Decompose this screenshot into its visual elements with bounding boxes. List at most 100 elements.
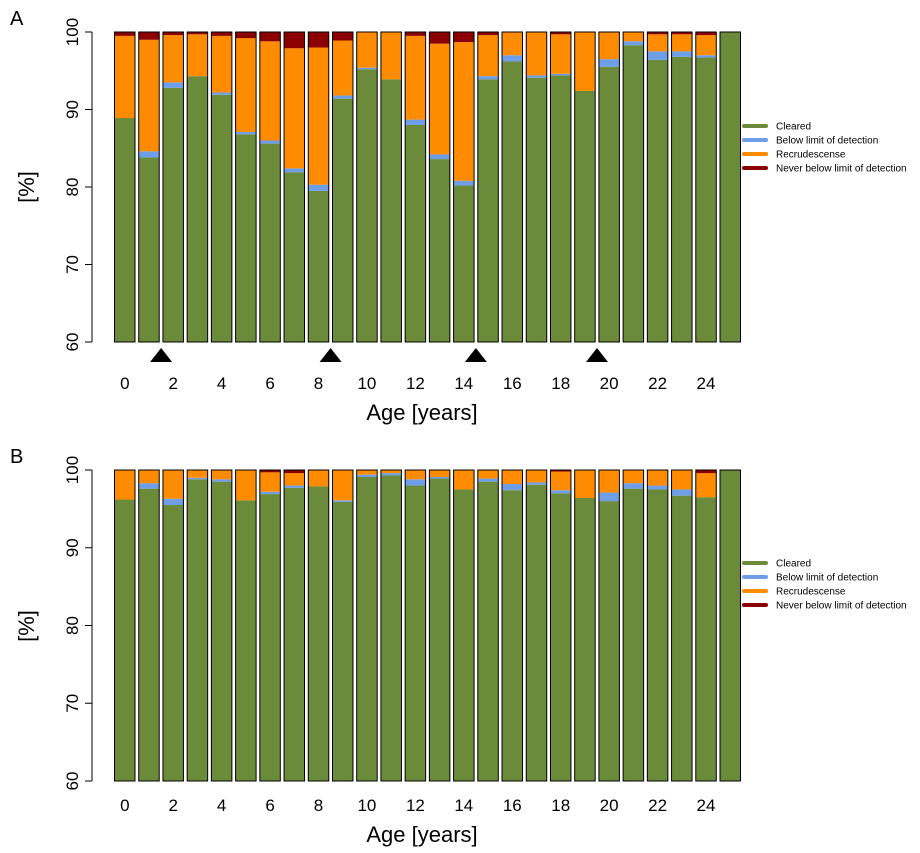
bar-segment (380, 79, 402, 343)
x-tick-label: 14 (454, 796, 473, 815)
bar-segment (720, 470, 741, 781)
bar-segment (550, 75, 571, 343)
bar-segment (308, 47, 329, 185)
bar-segment (550, 34, 571, 74)
bar-segment (114, 32, 135, 36)
bar-segment (187, 34, 208, 77)
bar-segment (671, 495, 693, 781)
bar-outline (477, 31, 499, 343)
bar-outline (719, 469, 741, 782)
bar-segment (356, 67, 378, 70)
legend-label: Cleared (776, 122, 811, 133)
x-tick-label: 0 (120, 374, 129, 393)
bar-outline (719, 31, 741, 343)
bar-segment (138, 32, 160, 40)
bar-outline (283, 469, 306, 782)
bar-segment (598, 66, 620, 343)
bar-outline (404, 31, 427, 343)
bar-segment (235, 500, 257, 781)
bar-segment (308, 184, 329, 191)
legend-label: Below limit of detection (776, 573, 878, 584)
legend-label: Below limit of detection (776, 136, 878, 147)
bar-segment (550, 470, 571, 472)
y-tick-label: 100 (63, 18, 82, 46)
bar-segment (502, 32, 523, 56)
bar-segment (671, 51, 693, 57)
y-tick-label: 90 (63, 100, 82, 119)
bar-outline (356, 31, 378, 343)
bar-segment (114, 35, 135, 119)
bar-segment (356, 470, 378, 475)
bar-outline (331, 469, 354, 782)
bar-segment (453, 42, 475, 181)
bar-segment (695, 497, 717, 781)
bar-segment (284, 32, 305, 49)
bar-segment (187, 477, 208, 480)
bar-outline (138, 469, 160, 782)
bar-segment (138, 470, 160, 484)
bar-outline (210, 469, 233, 782)
bar-segment (526, 77, 547, 342)
bar-segment (405, 125, 426, 342)
bar-outline (186, 31, 209, 343)
panel-a-x-axis: 0 2 4 6 8 10 12 14 16 18 20 22 24 (120, 374, 715, 393)
panel-b-x-axis: 0 2 4 6 8 10 12 14 16 18 20 22 24 (120, 796, 715, 815)
bar-segment (259, 41, 281, 141)
bar-segment (332, 470, 353, 501)
bar-outline (671, 469, 693, 782)
bar-outline (428, 31, 451, 343)
bar-segment (284, 470, 305, 474)
bar-segment (235, 38, 257, 132)
bar-segment (211, 470, 232, 480)
bar-segment (114, 499, 135, 781)
bar-outline (525, 31, 548, 343)
bar-segment (405, 479, 426, 486)
bar-segment (259, 140, 281, 144)
bar-segment (187, 479, 208, 781)
bar-segment (598, 32, 620, 60)
bar-segment (380, 473, 402, 476)
bar-segment (695, 470, 717, 474)
bar-segment (332, 501, 353, 781)
bar-segment (405, 485, 426, 781)
bar-outline (210, 31, 233, 343)
bar-outline (380, 31, 402, 343)
bar-segment (162, 504, 184, 781)
x-tick-label: 22 (648, 796, 667, 815)
panel-b-y-axis: 60 70 80 90 100 (63, 456, 93, 790)
bar-segment (574, 497, 596, 781)
bar-segment (453, 185, 475, 342)
bar-segment (211, 479, 232, 482)
bar-segment (211, 92, 232, 95)
bar-segment (259, 494, 281, 781)
bar-segment (162, 35, 184, 83)
bar-outline (622, 469, 645, 782)
bar-segment (574, 90, 596, 343)
x-tick-label: 20 (600, 374, 619, 393)
bar-outline (162, 469, 184, 782)
bar-segment (695, 35, 717, 56)
panel-b-y-axis-title: [%] (14, 610, 39, 642)
bar-segment (623, 45, 644, 343)
panel-a-x-axis-title: Age [years] (366, 400, 477, 425)
bar-outline (114, 31, 136, 343)
bar-segment (405, 32, 426, 36)
bar-segment (671, 489, 693, 496)
bar-segment (235, 131, 257, 135)
bar-outline (574, 469, 596, 782)
bar-segment (356, 477, 378, 781)
y-tick-label: 70 (63, 255, 82, 274)
bar-segment (332, 98, 353, 343)
x-tick-label: 22 (648, 374, 667, 393)
bar-segment (284, 48, 305, 169)
panel-a-bars (114, 31, 741, 343)
legend-label: Recrudescense (776, 150, 846, 161)
x-tick-label: 6 (265, 374, 274, 393)
y-tick-label: 80 (63, 178, 82, 197)
x-tick-label: 2 (168, 796, 177, 815)
bar-segment (138, 488, 160, 781)
bar-outline (453, 469, 475, 782)
bar-segment (526, 75, 547, 78)
